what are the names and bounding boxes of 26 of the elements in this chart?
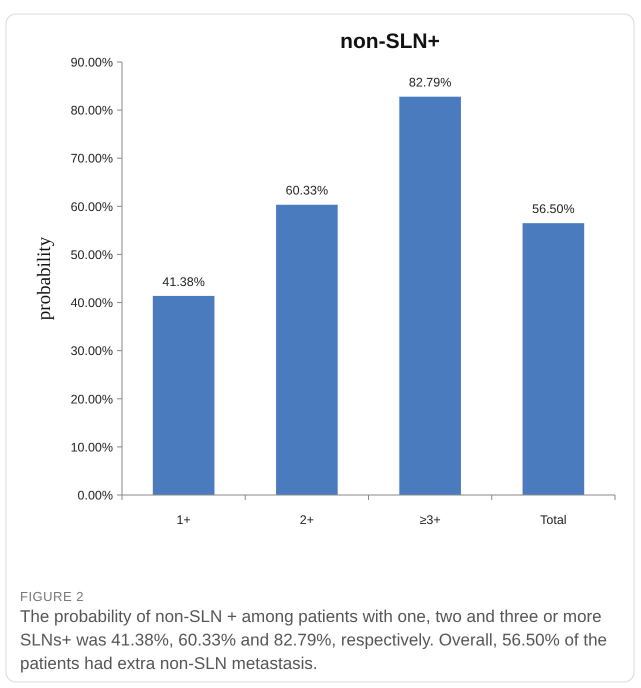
caption: FIGURE 2 (20, 589, 84, 604)
bar (522, 223, 584, 495)
y-tick-label: 70.00% (70, 152, 113, 166)
chart-title: non-SLN+ (340, 30, 440, 53)
y-tick-label: 40.00% (70, 296, 113, 310)
y-axis-title: probability (34, 236, 55, 320)
y-tick-label: 30.00% (70, 344, 113, 358)
data-label: 60.33% (286, 184, 328, 198)
y-tick-label: 80.00% (70, 104, 113, 118)
x-tick-label: 2+ (300, 513, 314, 527)
data-label: 82.79% (408, 76, 452, 90)
data-label: 56.50% (532, 202, 575, 216)
y-tick-label: 50.00% (70, 248, 113, 262)
y-tick-label: 0.00% (78, 488, 113, 502)
bar (276, 204, 338, 495)
y-tick-label: 90.00% (70, 56, 113, 70)
x-tick-label: 1+ (176, 513, 191, 527)
text: The probability of non-SLN + among patients with one, two and three or more SLNs+ was 41.38%, 60.33% and 82.79%, respectively. Overall, 56.50% of the patients had extra non-SLN metastasis. (20, 607, 607, 673)
x-tick-label: ≥3+ (420, 513, 441, 527)
bar (399, 96, 461, 495)
x-tick-label: Total (540, 513, 567, 527)
bar (152, 296, 214, 495)
y-tick-label: 10.00% (70, 440, 113, 454)
y-tick-label: 60.00% (70, 200, 113, 214)
data-label: 41.38% (162, 274, 205, 289)
y-tick-label: 20.00% (70, 392, 113, 406)
